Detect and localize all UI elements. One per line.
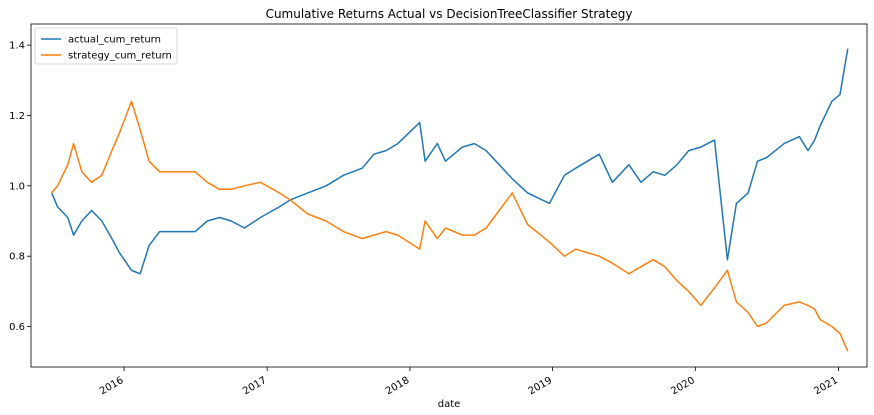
- plot-area: [30, 23, 868, 368]
- y-tick-label: 1.4: [9, 41, 25, 52]
- x-axis: 2016 2017 2018 2019 2020 2021: [98, 367, 840, 397]
- y-axis: 0.6 0.8 1.0 1.2 1.4: [9, 41, 31, 333]
- x-axis-label: date: [438, 399, 461, 410]
- legend-label-strategy-cum-return: strategy_cum_return: [68, 51, 172, 62]
- chart-title: Cumulative Returns Actual vs DecisionTre…: [266, 7, 633, 21]
- y-tick-label: 1.2: [9, 111, 25, 122]
- series-line-strategy-cum-return: [51, 100, 849, 352]
- y-tick-label: 1.0: [9, 181, 25, 192]
- series-line-actual-cum-return: [51, 48, 849, 275]
- legend-box: [34, 27, 178, 65]
- plot-frame: [30, 23, 868, 368]
- series-layer: [51, 48, 849, 352]
- y-tick-label: 0.6: [9, 322, 25, 333]
- legend-label-actual-cum-return: actual_cum_return: [68, 35, 161, 46]
- legend: actual_cum_return strategy_cum_return: [34, 27, 178, 65]
- y-tick-label: 0.8: [9, 252, 25, 263]
